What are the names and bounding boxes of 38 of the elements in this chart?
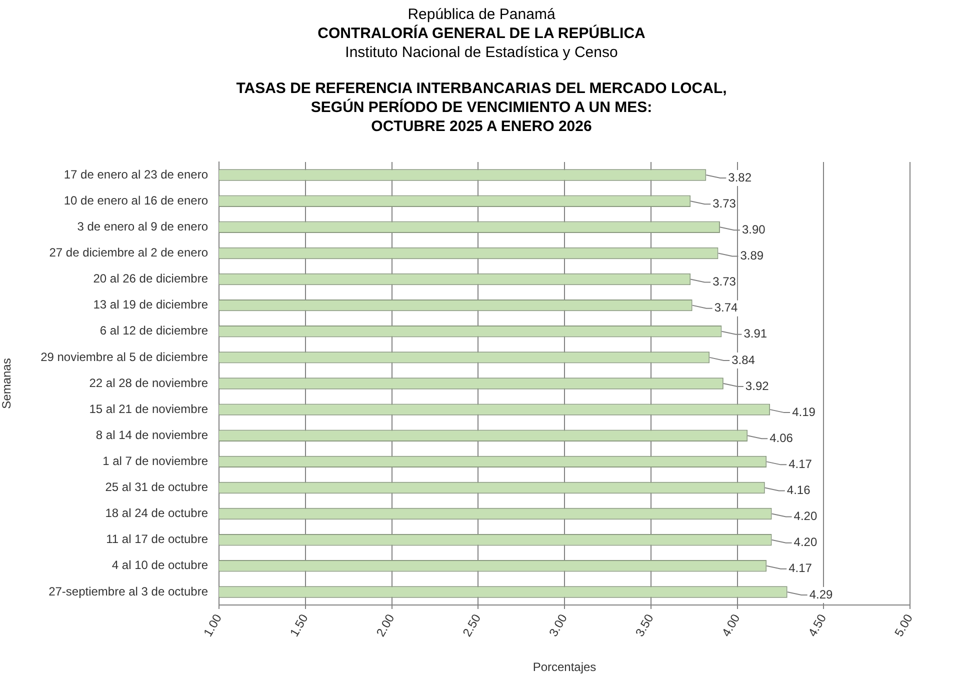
y-tick-label: 15 al 21 de noviembre [89,402,208,416]
y-tick-label: 4 al 10 de octubre [112,558,208,572]
data-label: 3.91 [744,326,768,341]
data-label: 3.90 [742,222,766,236]
x-axis-title: Porcentajes [532,660,596,674]
data-label: 4.20 [794,509,818,524]
y-tick-label: 17 de enero al 23 de enero [64,167,208,182]
y-tick-label: 25 al 31 de octubre [105,480,208,494]
y-tick-label: 27 de diciembre al 2 de enero [49,246,208,260]
data-label: 4.17 [788,561,812,576]
data-label: 3.92 [745,378,770,393]
y-tick-label: 22 al 28 de noviembre [89,376,208,390]
y-axis-title: Semanas [0,358,14,409]
data-label: 4.16 [786,483,811,498]
data-label: 4.20 [794,535,818,550]
y-tick-label: 10 de enero al 16 de enero [64,193,208,208]
y-tick-label: 1 al 7 de noviembre [102,454,208,468]
data-label: 3.84 [732,352,756,367]
y-tick-label: 13 al 19 de diciembre [93,298,208,312]
data-label: 4.29 [809,587,834,602]
y-tick-label: 8 al 14 de noviembre [96,428,208,442]
data-label: 3.74 [714,300,738,315]
y-tick-label: 6 al 12 de diciembre [100,324,208,338]
data-label: 3.89 [740,248,764,263]
data-label: 3.73 [712,274,736,289]
y-tick-label: 29 noviembre al 5 de diciembre [40,350,208,364]
y-tick-label: 18 al 24 de octubre [105,506,208,520]
chart-title: TASAS DE REFERENCIA INTERBANCARIAS DEL MERCADO LOCAL, SEGÚN PERÍODO DE VENCIMIENTO A UN MES: OCTUBRE 2025 A ENERO 2026 [235,79,728,136]
data-label: 4.17 [788,456,812,471]
data-label: 4.06 [770,430,794,445]
chart-subtitle: República de Panamá CONTRALORÍA GENERAL DE LA REPÚBLICA Instituto Nacional de Estadística y Censo [316,5,646,62]
y-tick-label: 20 al 26 de diciembre [93,272,208,286]
y-tick-label: 3 de enero al 9 de enero [77,219,208,234]
y-tick-label: 11 al 17 de octubre [106,532,208,546]
y-tick-label: 27-septiembre al 3 de octubre [48,584,208,598]
data-label: 3.82 [728,170,752,184]
data-label: 4.19 [792,404,816,419]
data-label: 3.73 [712,196,736,210]
